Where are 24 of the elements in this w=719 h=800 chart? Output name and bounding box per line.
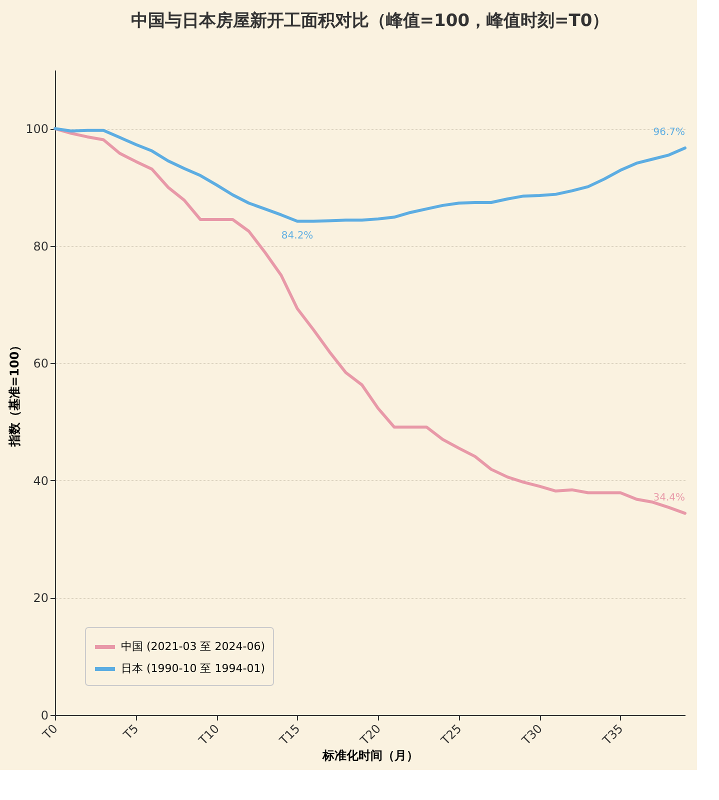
x-tick-label: T0 — [39, 722, 60, 743]
line-series — [54, 127, 686, 223]
x-tick-label: T25 — [438, 722, 464, 748]
x-tick-label: T15 — [276, 722, 303, 748]
x-axis-title: 标准化时间（月） — [322, 748, 418, 763]
x-tick-label: T5 — [120, 722, 142, 743]
y-axis-title: 指数（基准=100） — [8, 339, 22, 448]
y-tick-label: 40 — [33, 474, 48, 488]
legend-label: 中国 (2021-03 至 2024-06) — [121, 640, 265, 653]
y-tick-label: 20 — [33, 591, 48, 606]
y-tick-label: 100 — [26, 122, 48, 136]
annotation: 84.2% — [281, 230, 314, 242]
annotation: 96.7% — [653, 126, 685, 138]
y-tick-label: 0 — [40, 708, 48, 722]
x-tick-label: T30 — [518, 722, 546, 748]
x-tick-label: T35 — [599, 722, 626, 748]
y-tick-label: 60 — [33, 356, 48, 371]
annotation: 34.4% — [653, 492, 685, 504]
chart-title: 中国与日本房屋新开工面积对比（峰值=100，峰值时刻=T0） — [130, 11, 610, 31]
x-tick-label: T10 — [195, 722, 222, 748]
y-tick-label: 80 — [33, 239, 48, 254]
legend-label: 日本 (1990-10 至 1994-01) — [121, 662, 265, 675]
x-tick-label: T20 — [356, 722, 384, 748]
line-series — [54, 127, 686, 515]
